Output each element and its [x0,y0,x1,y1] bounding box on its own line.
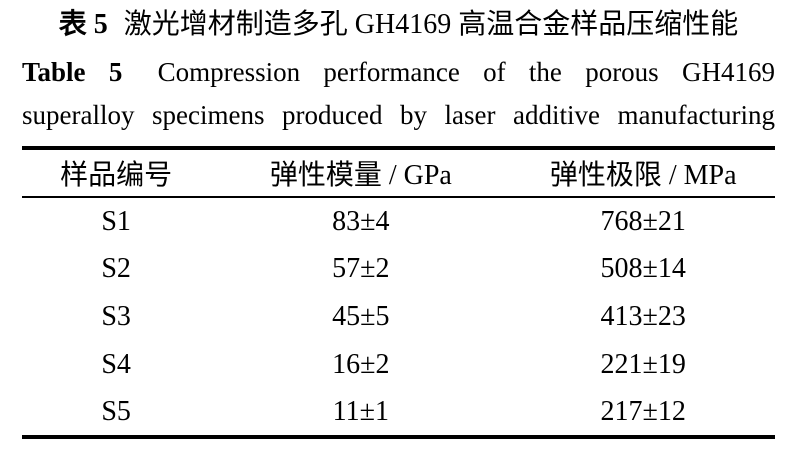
table-row: S2 57±2 508±14 [22,245,775,293]
table-caption-en-line2: superalloy specimens produced by laser a… [22,100,775,130]
table-row: S4 16±2 221±19 [22,341,775,389]
table-caption-en-text: Compression performance of the porous GH… [157,57,775,87]
cell-sample-id: S3 [101,301,131,332]
column-header-elastic-modulus: 弹性模量 / GPa [269,160,452,191]
table-caption-en-line1: Table 5 Compression performance of the p… [22,51,775,94]
cell-elastic-modulus: 57±2 [332,253,390,284]
cell-elastic-limit: 508±14 [600,253,686,284]
cell-elastic-limit: 221±19 [600,349,686,380]
column-header-elastic-limit: 弹性极限 / MPa [549,160,737,191]
cell-elastic-modulus: 83±4 [332,205,390,237]
table-row: S5 11±1 217±12 [22,389,775,437]
cell-sample-id: S2 [101,253,131,284]
table-row: S1 83±4 768±21 [22,197,775,245]
table-caption-zh-text: 激光增材制造多孔 GH4169 高温合金样品压缩性能 [123,9,739,40]
cell-elastic-modulus: 16±2 [332,349,390,380]
table-header-row: 样品编号 弹性模量 / GPa 弹性极限 / MPa [22,148,775,197]
table-row: S3 45±5 413±23 [22,293,775,341]
cell-sample-id: S5 [101,396,131,427]
paper-table-figure: 表 5 激光增材制造多孔 GH4169 高温合金样品压缩性能 Table 5 Co… [22,6,775,439]
cell-elastic-limit: 413±23 [600,301,686,332]
cell-elastic-modulus: 11±1 [332,396,389,427]
cell-sample-id: S1 [101,205,131,237]
cell-elastic-modulus: 45±5 [332,301,390,332]
cell-elastic-limit: 217±12 [600,396,686,427]
cell-elastic-limit: 768±21 [600,205,686,237]
cell-sample-id: S4 [101,349,131,380]
table-caption-en-label: Table 5 [22,57,123,87]
compression-performance-table: 样品编号 弹性模量 / GPa 弹性极限 / MPa S1 83±4 768±2… [22,146,775,439]
column-header-sample-id: 样品编号 [60,160,173,191]
table-caption-zh-label: 表 5 [58,9,108,40]
table-caption-zh: 表 5 激光增材制造多孔 GH4169 高温合金样品压缩性能 [22,6,775,44]
